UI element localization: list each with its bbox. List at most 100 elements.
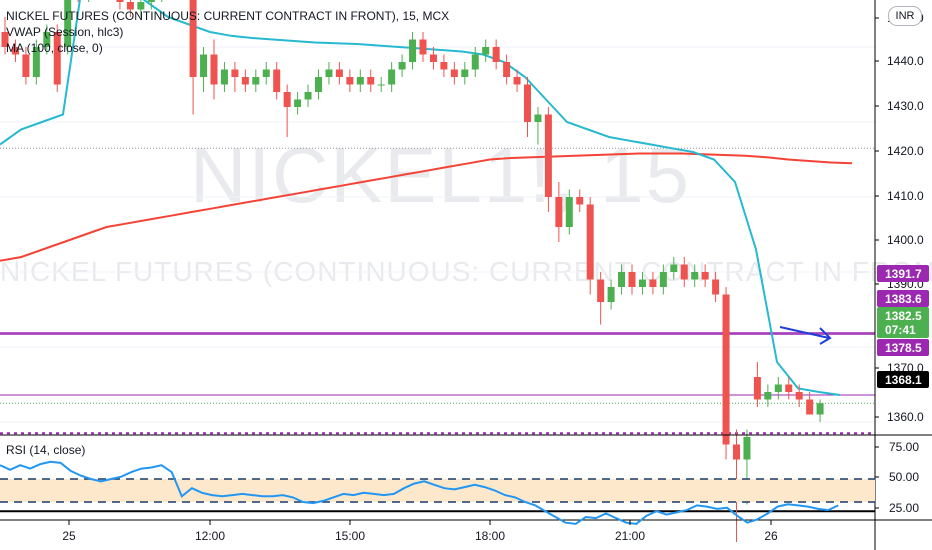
time-tick-label: 15:00 bbox=[335, 529, 365, 543]
candle-body bbox=[628, 272, 636, 287]
time-tick-label: 21:00 bbox=[615, 529, 645, 543]
candle-body bbox=[597, 279, 605, 302]
candle-body bbox=[743, 437, 751, 460]
candle-body bbox=[753, 377, 761, 400]
time-tick-label: 12:00 bbox=[195, 529, 225, 543]
candle-body bbox=[1, 32, 9, 47]
price-label-bg bbox=[877, 265, 929, 282]
price-tick-label: 1410.0 bbox=[887, 189, 924, 203]
candle-body bbox=[315, 77, 322, 92]
candle-body bbox=[200, 54, 208, 77]
rsi-line bbox=[0, 460, 839, 525]
candle-body bbox=[534, 114, 542, 122]
price-label-bg bbox=[877, 290, 929, 307]
candle-body bbox=[429, 54, 437, 62]
candle-body bbox=[618, 272, 626, 287]
candle-body bbox=[335, 69, 343, 77]
candle-body bbox=[649, 279, 657, 287]
price-label-bg bbox=[877, 371, 929, 388]
time-tick-label: 18:00 bbox=[475, 529, 505, 543]
rsi-tick-label: 50.00 bbox=[889, 470, 919, 484]
ma100-line bbox=[0, 152, 853, 262]
candle-body bbox=[283, 92, 291, 107]
candle-body bbox=[346, 77, 354, 85]
candle-body bbox=[22, 54, 30, 77]
candle-body bbox=[503, 62, 511, 77]
candle-body bbox=[126, 2, 134, 10]
candle-body bbox=[733, 444, 740, 460]
candle-body bbox=[189, 0, 197, 77]
price-label-bg bbox=[877, 339, 929, 356]
candle-body bbox=[32, 47, 40, 77]
candle-body bbox=[492, 47, 500, 62]
candle-body bbox=[544, 114, 552, 197]
candle-body bbox=[252, 77, 260, 85]
price-label-bg bbox=[877, 321, 929, 338]
rsi-band bbox=[0, 479, 875, 502]
candle-body bbox=[774, 384, 782, 392]
chart-title[interactable]: NICKEL FUTURES (CONTINUOUS: CURRENT CONT… bbox=[6, 9, 450, 23]
candle-body bbox=[137, 2, 145, 10]
candle-body bbox=[398, 62, 406, 70]
candle-body bbox=[116, 0, 124, 2]
time-tick-label: 26 bbox=[764, 529, 778, 543]
candle-body bbox=[450, 69, 458, 77]
price-label-text: 1382.5 bbox=[885, 309, 922, 323]
candle-body bbox=[419, 39, 427, 55]
candle-body bbox=[409, 39, 417, 62]
rsi-tick-label: 75.00 bbox=[889, 440, 919, 454]
candle-body bbox=[241, 77, 249, 85]
rsi-legend[interactable]: RSI (14, close) bbox=[6, 443, 86, 457]
candle-body bbox=[670, 264, 678, 272]
candle-body bbox=[565, 197, 573, 227]
candle-body bbox=[273, 69, 281, 92]
price-label-text: 07:41 bbox=[885, 323, 916, 337]
candle-body bbox=[816, 403, 824, 415]
price-tick-label: 1420.0 bbox=[887, 144, 924, 158]
candle-body bbox=[220, 69, 228, 85]
candle-body bbox=[377, 84, 385, 86]
candle-body bbox=[356, 77, 364, 85]
candle-body bbox=[524, 84, 531, 122]
rsi-tick-label: 25.00 bbox=[889, 501, 919, 515]
candle-body bbox=[304, 92, 312, 100]
candle-body bbox=[210, 54, 218, 85]
price-tick-label: 1360.0 bbox=[887, 410, 924, 424]
candle-body bbox=[722, 294, 730, 445]
currency-badge[interactable]: INR bbox=[888, 6, 922, 26]
price-label-bg bbox=[877, 307, 929, 324]
candle-body bbox=[795, 392, 803, 400]
ma-legend[interactable]: MA (100, close, 0) bbox=[6, 41, 103, 55]
candle-body bbox=[262, 69, 270, 77]
price-label-text: 1391.7 bbox=[885, 267, 922, 281]
candle-body bbox=[680, 264, 688, 280]
candle-body bbox=[64, 0, 72, 47]
chart-legend: NICKEL FUTURES (CONTINUOUS: CURRENT CONT… bbox=[6, 8, 449, 56]
candle-body bbox=[691, 272, 699, 280]
candle-body bbox=[43, 32, 51, 47]
candle-body bbox=[367, 77, 375, 85]
candle-body bbox=[294, 99, 302, 107]
candle-body bbox=[659, 272, 667, 287]
candle-body bbox=[11, 47, 19, 55]
candle-body bbox=[576, 197, 584, 205]
candle-body bbox=[555, 197, 563, 227]
candle-body bbox=[147, 0, 155, 2]
candle-body bbox=[388, 69, 396, 85]
candle-body bbox=[53, 32, 61, 85]
candle-body bbox=[806, 399, 814, 415]
candle-body bbox=[513, 77, 521, 85]
candle-body bbox=[785, 384, 793, 392]
price-label-text: 1378.5 bbox=[885, 341, 922, 355]
candle-body bbox=[638, 279, 646, 287]
arrow-annotation bbox=[779, 326, 830, 339]
candle-body bbox=[482, 47, 490, 55]
arrow-head bbox=[819, 327, 832, 345]
candle-body bbox=[712, 279, 720, 295]
vwap-legend[interactable]: VWAP (Session, hlc3) bbox=[6, 25, 124, 39]
candle-body bbox=[471, 54, 479, 70]
price-tick-label: 1400.0 bbox=[887, 233, 924, 247]
candle-body bbox=[607, 287, 615, 302]
